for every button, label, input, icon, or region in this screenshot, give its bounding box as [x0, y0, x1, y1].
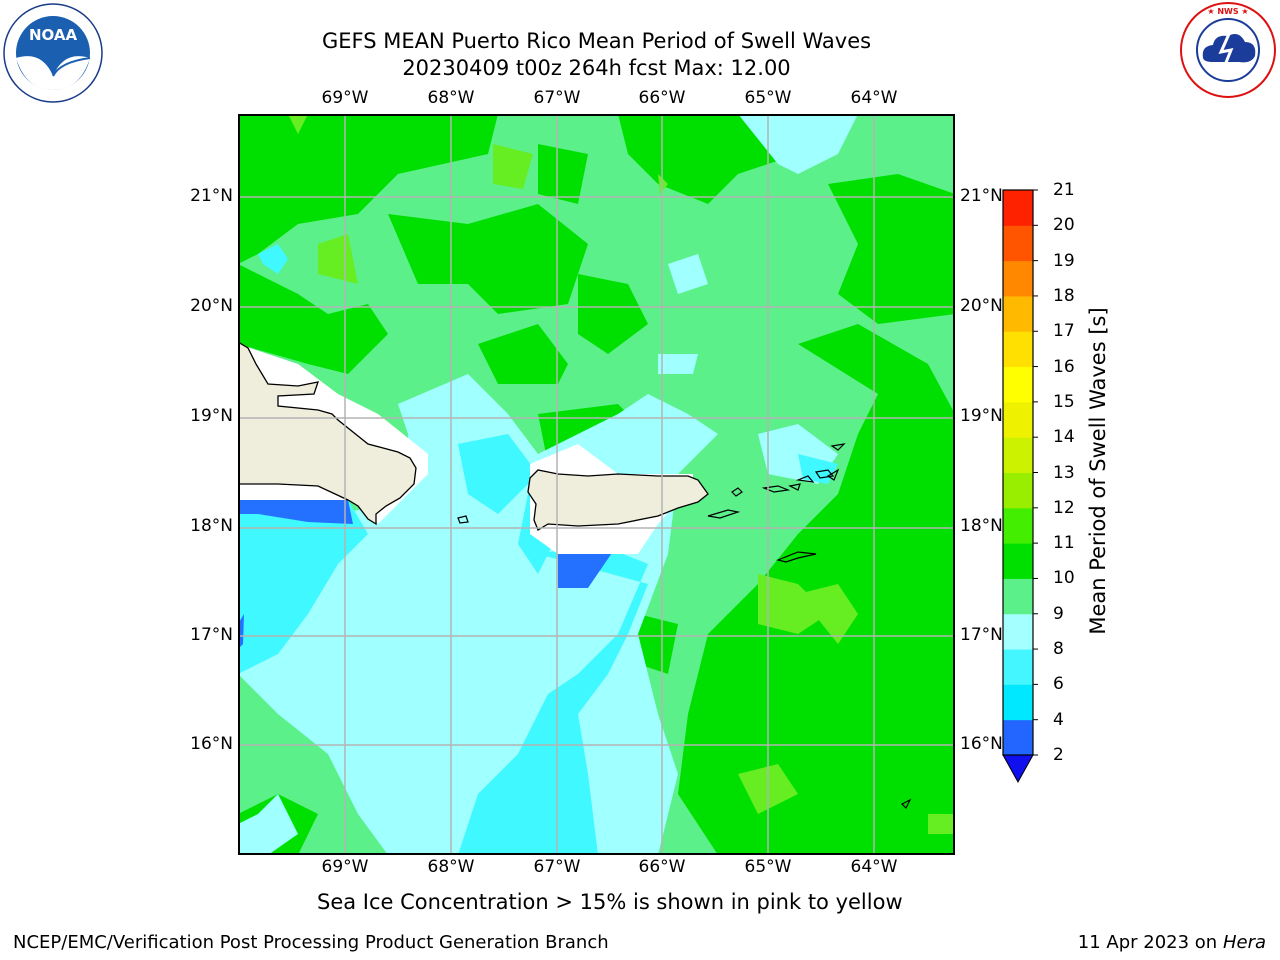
small-islands	[457, 443, 912, 810]
colorbar-tick-label: 10	[1053, 568, 1075, 589]
colorbar-band	[1003, 331, 1033, 368]
colorbar-band	[1003, 472, 1033, 509]
colorbar-tick-label: 6	[1053, 674, 1064, 695]
colorbar-tick-label: 21	[1053, 180, 1075, 200]
colorbar-band	[1003, 260, 1033, 297]
chart-subtitle: 20230409 t00z 264h fcst Max: 12.00	[402, 56, 791, 80]
nws-logo: ★ NWS ★	[1177, 0, 1279, 100]
colorbar-band	[1003, 719, 1033, 756]
colorbar-tick-label: 16	[1053, 356, 1075, 377]
colorbar-label: Mean Period of Swell Waves [s]	[1086, 307, 1110, 635]
colorbar-tick-label: 9	[1053, 603, 1064, 624]
lon-label-top: 67°W	[533, 88, 581, 108]
lon-label-bottom: 67°W	[533, 857, 581, 877]
colorbar-tick-label: 8	[1053, 639, 1064, 660]
lon-label-top: 64°W	[850, 88, 898, 108]
lat-label-left: 18°N	[190, 516, 233, 536]
noaa-logo: NOAA	[2, 2, 104, 104]
colorbar-tick-label: 11	[1053, 533, 1075, 554]
land-areas	[237, 340, 709, 531]
lat-label-left: 20°N	[190, 296, 233, 316]
colorbar-tick-label: 12	[1053, 497, 1075, 518]
lat-label-right: 19°N	[960, 406, 1003, 426]
lat-label-left: 21°N	[190, 186, 233, 206]
blue-regions	[238, 500, 618, 649]
lon-label-bottom: 68°W	[427, 857, 475, 877]
colorbar-band	[1003, 190, 1033, 226]
sea-ice-note: Sea Ice Concentration > 15% is shown in …	[317, 890, 903, 914]
colorbar-band	[1003, 649, 1033, 685]
lat-label-right: 17°N	[960, 625, 1003, 645]
colorbar-tick-label: 2	[1053, 745, 1064, 765]
chart-title: GEFS MEAN Puerto Rico Mean Period of Swe…	[321, 29, 872, 53]
noaa-logo-text: NOAA	[29, 26, 78, 44]
lon-label-bottom: 65°W	[744, 857, 792, 877]
colorbar-band	[1003, 437, 1033, 473]
colorbar-band	[1003, 684, 1033, 721]
footer-machine: Hera	[1222, 932, 1266, 953]
colorbar-graphic	[1002, 189, 1038, 784]
lat-label-left: 16°N	[190, 734, 233, 754]
colorbar-tick-label: 13	[1053, 462, 1075, 483]
colorbar-band	[1003, 295, 1033, 332]
colorbar-tick-label: 20	[1053, 215, 1075, 236]
lon-label-top: 65°W	[744, 88, 792, 108]
lon-label-top: 69°W	[321, 88, 369, 108]
map-frame	[238, 114, 955, 855]
footer-date-text: 11 Apr 2023 on	[1077, 932, 1223, 953]
colorbar-band	[1003, 507, 1033, 544]
graticule	[238, 114, 955, 855]
colorbar-tick-label: 15	[1053, 391, 1075, 412]
lat-label-right: 16°N	[960, 734, 1003, 754]
colorbar-tick-labels: 2 4 6 8 9 10 11 12 13 14 15 16 17 18 19 20 21	[1050, 179, 1090, 779]
colorbar-tick-label: 18	[1053, 285, 1075, 306]
colorbar-band	[1003, 578, 1033, 615]
colorbar-band	[1003, 225, 1033, 262]
lon-label-top: 66°W	[638, 88, 686, 108]
lat-label-left: 19°N	[190, 406, 233, 426]
lat-label-right: 20°N	[960, 296, 1003, 316]
colorbar-tick-label: 19	[1053, 250, 1075, 271]
lon-label-bottom: 69°W	[321, 857, 369, 877]
lat-label-left: 17°N	[190, 625, 233, 645]
colorbar-band	[1003, 366, 1033, 403]
colorbar-band	[1003, 543, 1033, 579]
colorbar-band	[1003, 401, 1033, 438]
colorbar-tick-label: 14	[1053, 427, 1075, 448]
colorbar-underflow	[1002, 754, 1034, 784]
colorbar-tick-label: 17	[1053, 321, 1075, 342]
lat-label-right: 18°N	[960, 516, 1003, 536]
lon-label-bottom: 66°W	[638, 857, 686, 877]
colorbar-band	[1003, 613, 1033, 650]
colorbar	[1000, 186, 1040, 786]
footer-credit: NCEP/EMC/Verification Post Processing Pr…	[13, 932, 609, 953]
colorbar-tick-label: 4	[1053, 709, 1064, 730]
lon-label-bottom: 64°W	[850, 857, 898, 877]
footer-date: 11 Apr 2023 on Hera	[1078, 932, 1266, 953]
svg-text:★ NWS ★: ★ NWS ★	[1207, 7, 1248, 16]
map-panel	[237, 114, 955, 855]
lat-label-right: 21°N	[960, 186, 1003, 206]
lon-label-top: 68°W	[427, 88, 475, 108]
